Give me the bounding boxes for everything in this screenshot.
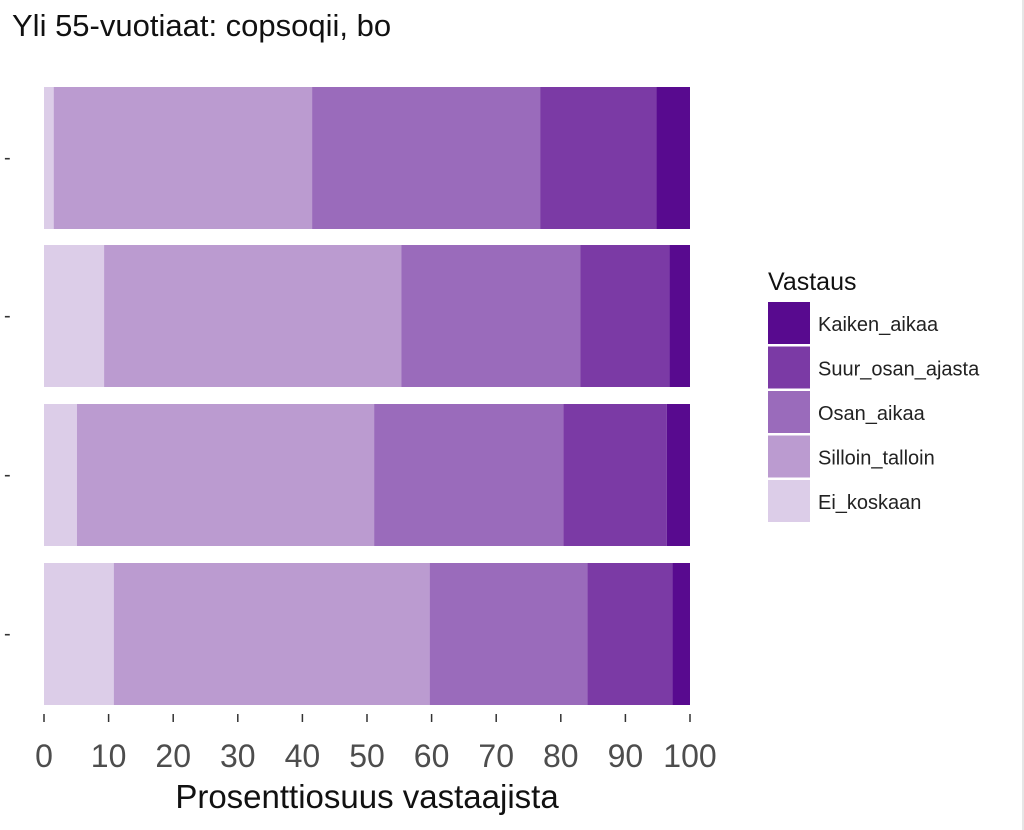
legend-swatch [768,346,810,389]
bars-layer [44,87,690,705]
bar-segment-osan-aikaa [401,245,581,387]
bar-segment-silloin-talloin [104,245,402,387]
frame-edge [1022,0,1024,830]
bar-segment-ei-koskaan [44,563,114,705]
legend-swatch [768,391,810,433]
y-axis: - - - - [4,147,11,645]
bar-segment-silloin-talloin [76,404,375,546]
x-tick-label: 100 [663,738,716,774]
x-tick-label: 30 [220,738,256,774]
bar-segment-kaiken-aikaa [672,563,690,705]
y-tick-label: - [4,464,11,486]
x-tick-label: 80 [543,738,579,774]
legend-swatch [768,302,810,344]
legend-swatch [768,480,810,522]
x-tick-label: 70 [478,738,514,774]
x-axis-label: Prosenttiosuus vastaajista [175,778,559,815]
bar-segment-kaiken-aikaa [656,87,690,229]
y-tick-label: - [4,147,11,169]
bar-segment-silloin-talloin [113,563,430,705]
legend-title: Vastaus [768,268,856,296]
bar-segment-suur-osan-ajasta [580,245,670,387]
bar-segment-suur-osan-ajasta [563,404,667,546]
legend-label: Silloin_talloin [818,448,935,470]
bar-segment-osan-aikaa [312,87,541,229]
legend-swatch [768,435,810,478]
bar-segment-silloin-talloin [53,87,313,229]
bar-segment-ei-koskaan [44,404,77,546]
x-tick-label: 20 [155,738,191,774]
x-tick-label: 0 [35,738,53,774]
bar-segment-kaiken-aikaa [669,245,690,387]
bar-segment-osan-aikaa [374,404,564,546]
bar-segment-ei-koskaan [44,87,54,229]
bar-segment-osan-aikaa [429,563,588,705]
x-tick-label: 10 [91,738,127,774]
legend-label: Ei_koskaan [818,492,921,514]
bar-segment-suur-osan-ajasta [540,87,657,229]
legend-label: Suur_osan_ajasta [818,359,980,381]
x-tick-label: 90 [608,738,644,774]
y-tick-label: - [4,623,11,645]
bar-segment-ei-koskaan [44,245,105,387]
legend-label: Osan_aikaa [818,403,926,425]
bar-segment-suur-osan-ajasta [587,563,673,705]
y-tick-label: - [4,305,11,327]
x-tick-label: 40 [285,738,321,774]
x-tick-label: 50 [349,738,385,774]
x-tick-label: 60 [414,738,450,774]
legend-label: Kaiken_aikaa [818,314,939,336]
chart-title: Yli 55-vuotiaat: copsoqii, bo [12,8,392,43]
x-axis: 0 10 20 30 40 50 60 70 80 90 100 [35,714,717,774]
bar-segment-kaiken-aikaa [666,404,690,546]
legend: Vastaus Kaiken_aikaa Suur_osan_ajasta Osan_… [768,268,980,522]
